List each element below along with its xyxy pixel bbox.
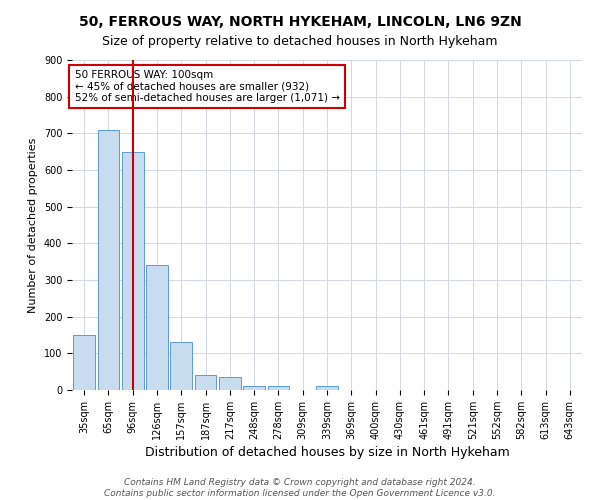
Bar (243, 386, 265, 390)
Bar (316, 386, 338, 390)
X-axis label: Distribution of detached houses by size in North Hykeham: Distribution of detached houses by size … (145, 446, 509, 459)
Bar (122, 152, 143, 390)
Text: 50, FERROUS WAY, NORTH HYKEHAM, LINCOLN, LN6 9ZN: 50, FERROUS WAY, NORTH HYKEHAM, LINCOLN,… (79, 15, 521, 29)
Y-axis label: Number of detached properties: Number of detached properties (28, 138, 38, 312)
Bar (268, 386, 289, 390)
Text: Contains HM Land Registry data © Crown copyright and database right 2024.
Contai: Contains HM Land Registry data © Crown c… (104, 478, 496, 498)
Bar (73, 335, 95, 390)
Text: Size of property relative to detached houses in North Hykeham: Size of property relative to detached ho… (102, 35, 498, 48)
Bar (194, 376, 217, 390)
Bar (97, 130, 119, 390)
Bar (170, 342, 192, 390)
Bar (219, 377, 241, 390)
Bar (146, 266, 168, 390)
Text: 50 FERROUS WAY: 100sqm
← 45% of detached houses are smaller (932)
52% of semi-de: 50 FERROUS WAY: 100sqm ← 45% of detached… (74, 70, 340, 103)
